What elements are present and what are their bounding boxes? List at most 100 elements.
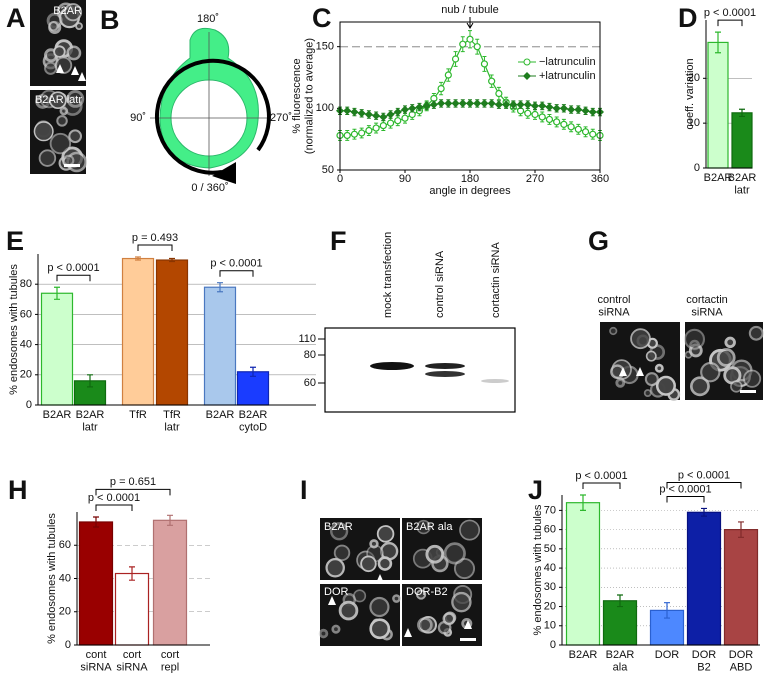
image-label: B2AR xyxy=(324,521,353,533)
x-tick-label: DOR B2 xyxy=(692,649,717,674)
point xyxy=(524,109,532,117)
error-bar xyxy=(129,566,135,581)
y-tick-label: 50 xyxy=(322,164,334,176)
endosome xyxy=(730,380,743,393)
endosome xyxy=(66,90,85,108)
panel-letter: J xyxy=(528,475,543,505)
x-axis-label: angle in degrees xyxy=(429,185,511,197)
significance-label: p < 0.0001 xyxy=(210,258,262,270)
point xyxy=(444,71,452,79)
arrowhead xyxy=(376,574,384,583)
panel-letter: I xyxy=(300,475,308,505)
y-tick-label: 0 xyxy=(550,639,556,651)
point xyxy=(588,108,597,117)
y-tick-label: 0 xyxy=(694,162,700,174)
panel-letter: A xyxy=(6,3,26,33)
mw-marker: 60 xyxy=(304,377,316,389)
y-axis-label: % endosomes with tubules xyxy=(46,513,58,644)
image-label: DOR-B2 xyxy=(406,586,448,598)
endosome xyxy=(643,389,652,397)
error-bar xyxy=(664,602,670,619)
point xyxy=(350,108,359,117)
x-tick-label: 90 xyxy=(399,173,411,185)
y-tick-label: 10 xyxy=(544,620,556,632)
series-line xyxy=(340,38,601,137)
x-tick-label: cort repl xyxy=(161,649,179,674)
legend-marker xyxy=(523,58,531,66)
arrowhead xyxy=(619,367,627,376)
point xyxy=(343,131,351,140)
point xyxy=(343,106,352,115)
x-tick-label: TfR xyxy=(129,409,147,421)
endosome xyxy=(360,555,377,573)
point xyxy=(459,40,467,48)
point xyxy=(502,100,511,109)
panel-letter: B xyxy=(100,5,120,35)
point xyxy=(365,126,373,135)
y-axis-label: coeff. variation xyxy=(684,58,696,129)
endosome xyxy=(748,325,764,341)
bar xyxy=(731,112,753,169)
scale-bar xyxy=(740,390,756,393)
x-tick-label: B2AR ala xyxy=(606,649,635,674)
error-bar xyxy=(580,494,586,511)
error-bar xyxy=(169,257,175,263)
y-tick-label: 80 xyxy=(20,278,32,290)
image-label: control siRNA xyxy=(597,294,630,319)
endosome xyxy=(318,628,329,639)
point xyxy=(364,110,373,119)
endosome xyxy=(49,91,67,110)
endosome xyxy=(33,121,54,142)
axes xyxy=(705,20,752,169)
significance-bracket xyxy=(666,481,742,489)
x-tick-label: 180 xyxy=(461,173,479,185)
point xyxy=(473,99,482,108)
point xyxy=(538,113,546,121)
point xyxy=(473,43,481,51)
arrowhead xyxy=(636,367,644,376)
endosome xyxy=(330,522,349,541)
arrowhead xyxy=(404,628,412,637)
mw-marker: 110 xyxy=(298,333,316,345)
error-bar xyxy=(617,594,623,608)
endosome xyxy=(689,376,710,397)
significance-bracket xyxy=(56,274,91,282)
point xyxy=(480,60,489,68)
y-tick-label: 70 xyxy=(544,504,556,516)
y-tick-label: 20 xyxy=(20,369,32,381)
endosome xyxy=(56,115,68,127)
endosome xyxy=(609,326,618,336)
point xyxy=(444,99,453,108)
endosome xyxy=(716,348,736,367)
endosome xyxy=(451,591,472,613)
point xyxy=(393,108,402,117)
legend-label: −latrunculin xyxy=(539,56,596,68)
point xyxy=(408,104,417,113)
point xyxy=(495,89,503,98)
point xyxy=(466,99,474,108)
endosome xyxy=(453,558,476,580)
endosome xyxy=(338,600,359,621)
significance-label: p < 0.0001 xyxy=(704,7,756,19)
arrowhead xyxy=(464,620,472,629)
x-tick-label: 0 xyxy=(337,173,343,185)
y-tick-label: 40 xyxy=(20,339,32,351)
significance-bracket xyxy=(95,488,171,496)
endosome xyxy=(49,132,72,155)
error-bar xyxy=(54,286,60,300)
legend-marker xyxy=(523,72,531,80)
panel-letter: H xyxy=(8,475,28,505)
image-label: cortactin siRNA xyxy=(686,294,728,319)
image-label: B2AR ala xyxy=(406,521,453,533)
arrowhead xyxy=(56,64,64,73)
point xyxy=(466,35,474,43)
endosome xyxy=(645,350,657,362)
endosome xyxy=(331,624,341,634)
axes xyxy=(561,495,760,646)
x-tick-label: 360 xyxy=(591,173,609,185)
angle-label: 0 / 360˚ xyxy=(191,182,228,194)
significance-bracket xyxy=(717,19,743,27)
point xyxy=(415,103,424,112)
point xyxy=(531,101,539,110)
bar xyxy=(114,572,150,646)
